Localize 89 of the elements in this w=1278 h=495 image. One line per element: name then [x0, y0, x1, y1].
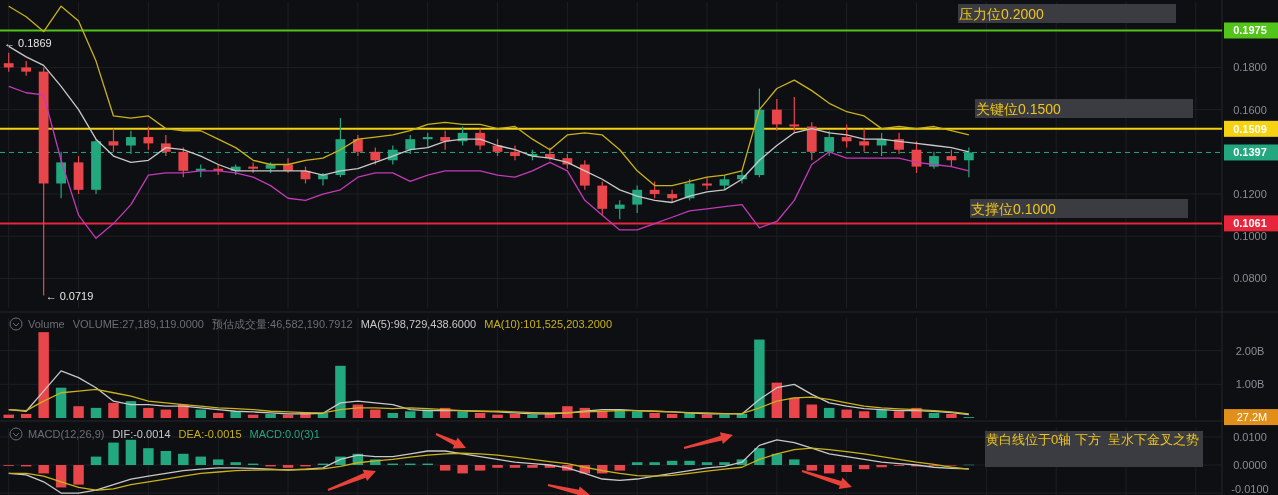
candlestick [318, 172, 328, 187]
text: MA(5):98,729,438.6000 [360, 318, 477, 330]
bar [841, 409, 852, 418]
line-series [8, 388, 970, 415]
y-tick-label: 0.0100 [1233, 430, 1267, 443]
ref-line-label: 0.1509 [1233, 122, 1267, 135]
line-series [8, 85, 970, 240]
candlestick [632, 185, 643, 214]
bar [178, 404, 189, 418]
ref-line-label: 0.1975 [1233, 24, 1267, 37]
candlestick [3, 52, 14, 73]
bar [509, 413, 521, 418]
bar [457, 411, 468, 418]
candlestick [248, 161, 259, 174]
bar [527, 414, 538, 418]
annotation: 支撑位0.1000 [971, 201, 1057, 217]
bar [806, 404, 817, 418]
candlestick [771, 98, 782, 132]
bar [405, 411, 416, 418]
bar [928, 412, 940, 418]
bar [649, 412, 660, 418]
bar [492, 414, 503, 418]
bar [55, 387, 67, 418]
annotation: ← 0.0719 [45, 289, 94, 302]
y-tick-label: 0.0000 [1233, 459, 1267, 471]
candlestick [841, 123, 852, 149]
annotation: 预估成交量:46,582,190.7912 [211, 318, 353, 330]
candlestick [824, 130, 835, 157]
ref-line-label: 0.1397 [1233, 146, 1267, 159]
candlestick [178, 147, 189, 178]
bar [143, 407, 154, 418]
annotation: Volume [28, 318, 65, 330]
bar [719, 414, 730, 418]
bar [3, 414, 14, 418]
bar [125, 401, 137, 418]
bar [631, 411, 643, 418]
annotation: ← 0.1869 [4, 36, 52, 49]
annotation: 压力位0.2000 [959, 6, 1045, 22]
candlestick [597, 180, 608, 216]
bar [823, 407, 835, 418]
y-tick-label: 0.1600 [1233, 103, 1267, 116]
ref-line-label: 0.1061 [1233, 217, 1267, 230]
candlestick [667, 189, 677, 204]
bar [20, 413, 32, 418]
bar [858, 411, 870, 418]
annotation: 关键位0.1500 [976, 101, 1062, 117]
bar [195, 409, 206, 418]
candlestick [894, 132, 904, 155]
bar [754, 339, 765, 418]
y-tick-label: 1.00B [1235, 378, 1265, 391]
bar [212, 412, 224, 418]
candlestick [108, 128, 119, 153]
bar [38, 332, 49, 418]
bar [666, 413, 678, 418]
y-tick-label: 0.0800 [1233, 272, 1267, 285]
y-tick-label: 0.1800 [1233, 61, 1267, 74]
text: MACD:0.0(3)1 [249, 428, 320, 440]
bar [387, 412, 399, 418]
annotation: VOLUME:27,189,119.0000 [72, 318, 204, 330]
bar [789, 397, 800, 418]
bar [73, 406, 84, 418]
bar [946, 413, 957, 418]
bar [370, 409, 381, 418]
candlestick [510, 144, 520, 161]
candlestick [143, 125, 154, 151]
bar [474, 412, 486, 418]
y-tick-label: 2.00B [1235, 344, 1265, 357]
y-tick-label: 0.1200 [1233, 188, 1267, 201]
bar [335, 365, 346, 418]
candlestick [702, 176, 712, 191]
bar [893, 411, 905, 418]
bar [160, 409, 172, 418]
bar [90, 407, 102, 418]
candlestick [789, 96, 800, 134]
text: DIF:-0.0014 [112, 428, 171, 440]
bar [108, 402, 119, 418]
candlestick [352, 134, 363, 157]
y-tick-label: -0.0100 [1231, 483, 1269, 495]
text: 27.2M [1236, 411, 1268, 424]
candlestick [859, 128, 870, 153]
y-tick-label: 0.1000 [1233, 230, 1267, 243]
annotation: 黄白线位于0轴 下方 呈水下金叉之势 [986, 432, 1200, 447]
annotation: MACD(12,26,9) [28, 428, 105, 440]
text: MA(10):101,525,203.2000 [484, 318, 613, 330]
candlestick [614, 199, 625, 220]
bar [876, 409, 887, 418]
candlestick [579, 159, 590, 191]
text: DEA:-0.0015 [178, 428, 242, 440]
bar [265, 413, 276, 418]
